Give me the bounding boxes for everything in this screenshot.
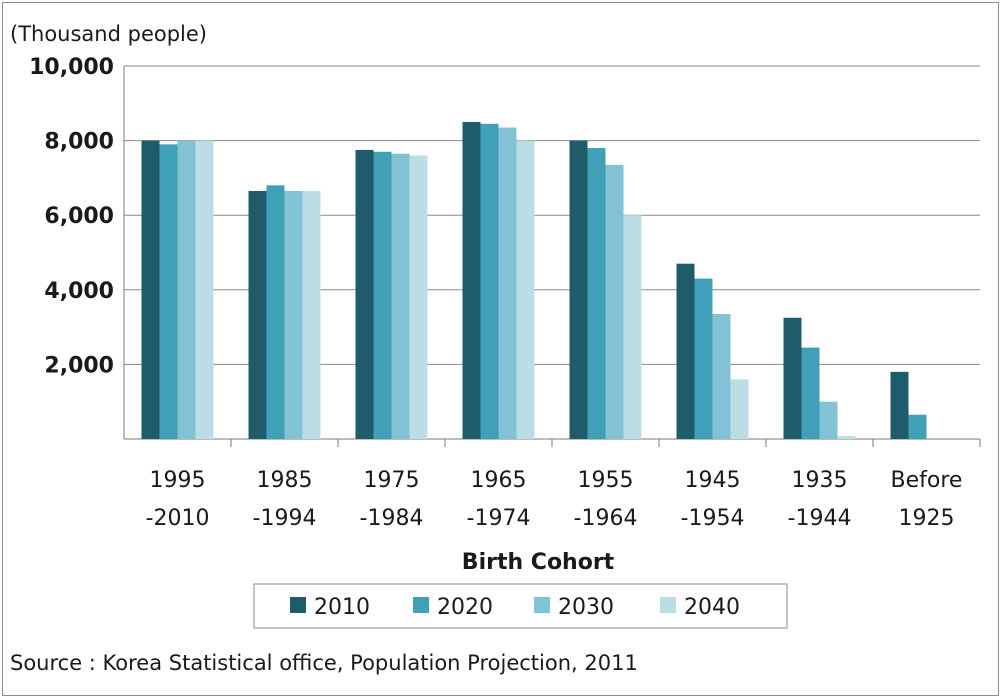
bar-2030 (391, 153, 410, 439)
bar-2020 (480, 123, 499, 439)
x-tick-label: -1964 (574, 506, 638, 531)
x-tick-label: 1975 (364, 468, 420, 493)
y-tick-label: 6,000 (44, 204, 114, 229)
source-note: Source : Korea Statistical office, Popul… (10, 651, 638, 675)
x-tick-label: 1955 (578, 468, 634, 493)
bar-2040 (409, 155, 428, 439)
bar-2040 (516, 140, 535, 439)
bar-2030 (284, 190, 303, 439)
y-tick-label: 2,000 (44, 353, 114, 378)
legend-label: 2040 (684, 595, 740, 620)
bar-2020 (694, 278, 713, 439)
legend-label: 2010 (314, 595, 370, 620)
x-tick-label: -1944 (788, 506, 852, 531)
bar-2010 (569, 140, 588, 439)
y-tick-label: 4,000 (44, 279, 114, 304)
bar-2030 (712, 314, 731, 439)
x-tick-label: -1994 (253, 506, 317, 531)
x-tick-label: 1935 (792, 468, 848, 493)
legend: 2010 2020 2030 2040 (253, 583, 788, 629)
bar-2010 (676, 263, 695, 439)
bar-2010 (141, 140, 160, 439)
bar-2020 (587, 148, 606, 439)
legend-swatch-2020 (413, 597, 429, 613)
x-tick-label: 1995 (150, 468, 206, 493)
x-tick-label: -1984 (360, 506, 424, 531)
bar-2020 (159, 144, 178, 439)
bar-2030 (605, 164, 624, 439)
bar-2040 (837, 436, 856, 439)
bar-2020 (373, 151, 392, 440)
bar-2040 (623, 215, 642, 439)
y-tick-labels: 10,000 8,000 6,000 4,000 2,000 (29, 55, 114, 378)
legend-label: 2030 (558, 595, 614, 620)
legend-swatch-2010 (290, 597, 306, 613)
legend-label: 2020 (437, 595, 493, 620)
x-tick-label: 1985 (257, 468, 313, 493)
x-axis-title: Birth Cohort (462, 550, 615, 575)
bar-2020 (801, 347, 820, 439)
legend-box (253, 583, 788, 629)
y-unit-label: (Thousand people) (10, 22, 207, 46)
x-tick-labels: 1995 -2010 1985 -1994 1975 -1984 1965 -1974 1955… (146, 468, 963, 531)
bar-2010 (355, 149, 374, 440)
bar-2030 (819, 401, 838, 439)
bar-2010 (890, 371, 909, 439)
bar-2010 (783, 317, 802, 439)
x-tick-label: -1954 (681, 506, 745, 531)
y-tick-label: 10,000 (29, 55, 114, 80)
bar-2040 (302, 190, 321, 439)
bar-2010 (248, 190, 267, 439)
bar-2040 (730, 379, 749, 439)
bar-2040 (195, 140, 214, 439)
y-tick-label: 8,000 (44, 130, 114, 155)
bar-2020 (266, 185, 285, 439)
bar-2030 (498, 127, 517, 440)
x-tick-label: -1974 (467, 506, 531, 531)
bar-2010 (462, 121, 481, 439)
x-tick-label: -2010 (146, 506, 210, 531)
bars (141, 121, 927, 440)
x-tick-label: 1965 (471, 468, 527, 493)
legend-swatch-2040 (660, 597, 676, 613)
bar-2020 (908, 414, 927, 439)
x-tick-label: 1925 (899, 506, 955, 531)
bar-2030 (177, 140, 196, 439)
x-tick-label: Before (891, 468, 963, 493)
x-tick-label: 1945 (685, 468, 741, 493)
legend-swatch-2030 (534, 597, 550, 613)
